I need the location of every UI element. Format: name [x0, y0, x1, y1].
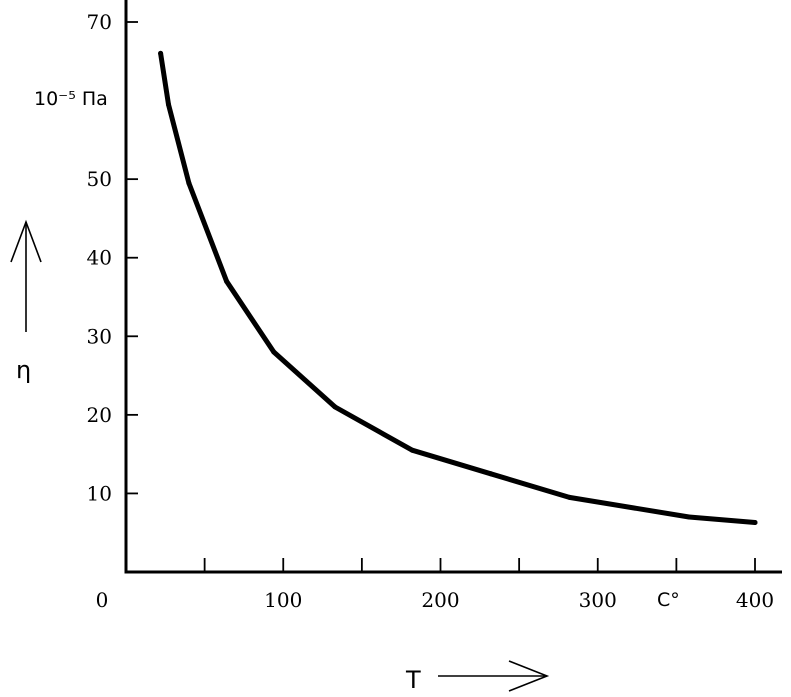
data-point — [488, 471, 494, 477]
series-line — [158, 50, 758, 525]
y-tick-label: 50 — [87, 167, 112, 191]
y-tick-label: 30 — [87, 324, 112, 348]
x-tick-label: 300 — [579, 588, 617, 612]
data-point — [186, 180, 192, 186]
y-axis-label: η — [16, 356, 31, 384]
axes — [124, 0, 782, 574]
data-point — [752, 520, 758, 525]
annotations: 10⁻⁵ Па C° η T — [10, 88, 680, 694]
ticks — [126, 21, 756, 572]
data-point — [566, 494, 572, 500]
data-point — [158, 50, 164, 56]
data-point — [166, 102, 171, 107]
y-unit-label: 10⁻⁵ Па — [34, 88, 108, 110]
y-direction-arrow — [10, 219, 42, 332]
x-tick-label: 200 — [421, 588, 459, 612]
y-tick-label: 20 — [87, 403, 112, 427]
data-point — [686, 514, 692, 520]
data-point — [271, 349, 277, 355]
x-axis-label: T — [405, 666, 421, 694]
data-point — [332, 404, 338, 410]
x-direction-arrow — [438, 660, 550, 692]
data-point — [224, 278, 230, 284]
y-tick-label: 10 — [87, 481, 112, 505]
x-unit-label: C° — [657, 589, 680, 611]
x-tick-label: 400 — [736, 588, 774, 612]
tick-labels: 10 20 30 40 50 70 0 100 200 300 400 — [87, 10, 775, 612]
y-tick-label: 70 — [87, 10, 112, 34]
y-tick-label: 40 — [87, 246, 112, 270]
x-tick-label: 100 — [264, 588, 302, 612]
series-layer — [158, 50, 758, 525]
data-point — [409, 447, 415, 453]
x-tick-label: 0 — [96, 588, 109, 612]
